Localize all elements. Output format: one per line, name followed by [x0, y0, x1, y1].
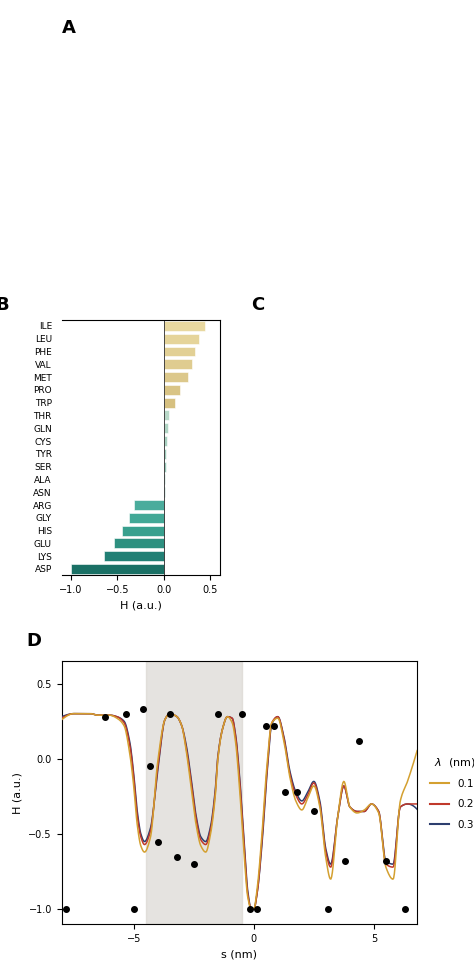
Text: C: C [251, 297, 264, 314]
Point [139, 702, 147, 717]
Bar [114, 538, 164, 549]
Point [293, 784, 301, 800]
Point [382, 853, 390, 869]
Bar [164, 461, 166, 472]
Text: A: A [62, 19, 75, 37]
Point [356, 733, 363, 748]
Point [130, 902, 137, 918]
Bar [164, 449, 166, 459]
Bar [104, 551, 164, 561]
Bar [122, 525, 164, 535]
Text: B: B [0, 297, 9, 314]
Point [101, 709, 109, 725]
Point [341, 853, 349, 869]
Bar [128, 513, 164, 523]
Point [310, 804, 318, 819]
Point [262, 718, 270, 734]
Bar [71, 564, 164, 574]
Legend: 0.15, 0.25, 0.35: 0.15, 0.25, 0.35 [426, 751, 474, 834]
Bar [164, 385, 180, 395]
Bar [164, 346, 194, 356]
Bar [134, 500, 164, 510]
Bar [164, 423, 168, 433]
Point [238, 705, 246, 721]
Y-axis label: H (a.u.): H (a.u.) [13, 772, 23, 813]
Bar [164, 475, 165, 485]
Bar [164, 372, 188, 382]
Bar [164, 411, 168, 420]
Bar [164, 359, 192, 370]
Point [166, 705, 173, 721]
Bar [164, 436, 167, 446]
Text: D: D [26, 632, 41, 650]
Bar [164, 398, 175, 408]
Point [63, 902, 70, 918]
X-axis label: s (nm): s (nm) [221, 950, 257, 959]
Point [190, 856, 198, 872]
X-axis label: H (a.u.): H (a.u.) [119, 600, 162, 611]
Point [324, 902, 332, 918]
Point [270, 718, 278, 734]
Point [246, 902, 254, 918]
Bar [146, 661, 242, 924]
Point [281, 784, 289, 800]
Bar [164, 321, 205, 331]
Point [147, 759, 155, 775]
Point [214, 705, 221, 721]
Point [123, 705, 130, 721]
Point [401, 902, 409, 918]
Point [154, 834, 162, 849]
Point [254, 902, 261, 918]
Bar [164, 334, 199, 343]
Point [173, 848, 181, 864]
